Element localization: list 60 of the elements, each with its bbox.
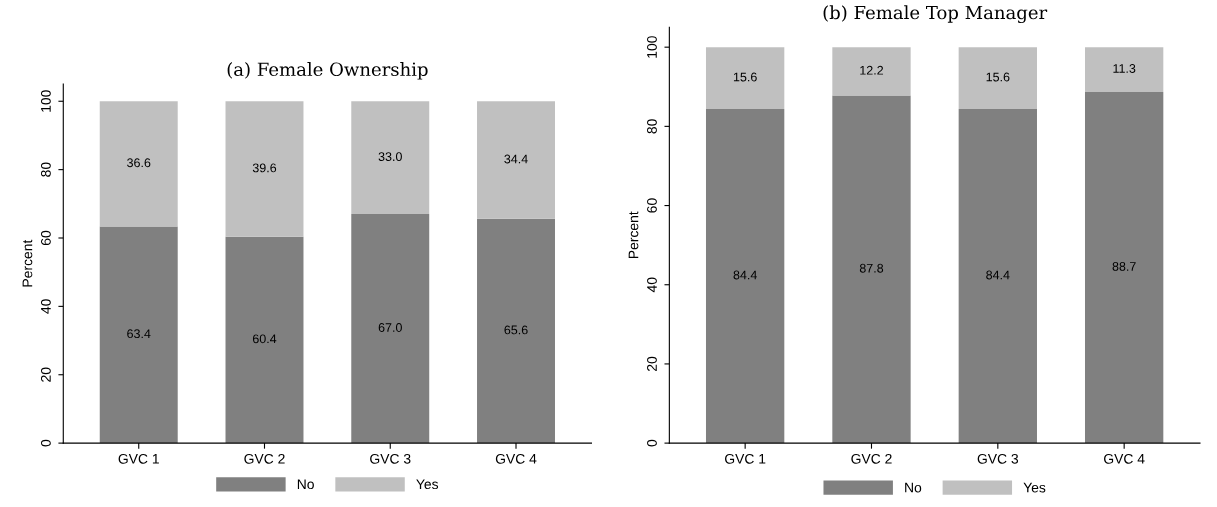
bar (99, 101, 178, 227)
legend-label: No (905, 482, 922, 493)
data-label: 34.4 (504, 154, 528, 164)
bar (477, 101, 555, 219)
y-tick-label: 40 (647, 277, 657, 293)
x-tick-label: GVC 3 (977, 453, 1019, 464)
data-label: 88.7 (1112, 262, 1136, 271)
bar (958, 47, 1037, 109)
y-axis-title: Percent (628, 211, 639, 259)
data-label: 65.6 (504, 325, 528, 335)
bar (99, 226, 178, 444)
data-label: 15.6 (733, 72, 757, 82)
bar (705, 47, 785, 109)
bar (1085, 91, 1164, 444)
legend-label: No (297, 479, 314, 490)
x-tick-label: GVC 2 (244, 453, 285, 464)
data-label: 15.6 (986, 72, 1010, 82)
data-label: 36.6 (127, 158, 151, 168)
data-label: 84.4 (733, 270, 757, 280)
data-label: 87.8 (859, 263, 884, 273)
y-tick-label: 60 (647, 198, 657, 213)
bar (225, 101, 304, 237)
bar (1085, 47, 1164, 92)
y-axis-title: Percent (22, 239, 33, 287)
x-tick-label: GVC 4 (1104, 453, 1145, 464)
data-label: 60.4 (252, 334, 277, 344)
y-tick-label: 40 (40, 299, 51, 314)
data-label: 33.0 (378, 152, 402, 162)
y-tick-label: 0 (40, 439, 51, 447)
x-tick-label: GVC 1 (118, 453, 159, 464)
bar (351, 214, 430, 444)
data-label: 39.6 (252, 163, 277, 173)
legend-label: Yes (416, 479, 439, 490)
bar (225, 236, 304, 444)
chart-title: (a) Female Ownership (227, 62, 428, 80)
bar (832, 47, 911, 96)
bar (958, 108, 1037, 444)
y-tick-label: 100 (40, 90, 51, 112)
data-label: 11.3 (1113, 64, 1136, 73)
y-tick-label: 100 (647, 36, 657, 58)
x-tick-label: GVC 1 (725, 453, 766, 464)
y-tick-label: 0 (647, 439, 657, 447)
data-label: 63.4 (127, 329, 151, 339)
bar (351, 101, 430, 215)
y-tick-label: 80 (647, 119, 657, 134)
chart-title: (b) Female Top Manager (823, 5, 1048, 24)
y-tick-label: 60 (40, 230, 51, 246)
x-tick-label: GVC 2 (851, 453, 892, 464)
legend-label: Yes (1023, 482, 1046, 493)
y-tick-label: 20 (40, 367, 51, 382)
data-label: 67.0 (378, 323, 402, 332)
x-tick-label: GVC 3 (370, 453, 411, 464)
bar (832, 95, 911, 444)
x-tick-label: GVC 4 (495, 453, 537, 464)
y-tick-label: 80 (40, 162, 51, 177)
bar (477, 218, 555, 444)
data-label: 84.4 (986, 270, 1010, 280)
y-tick-label: 20 (647, 356, 657, 371)
bar (705, 108, 785, 444)
data-label: 12.2 (860, 65, 884, 75)
